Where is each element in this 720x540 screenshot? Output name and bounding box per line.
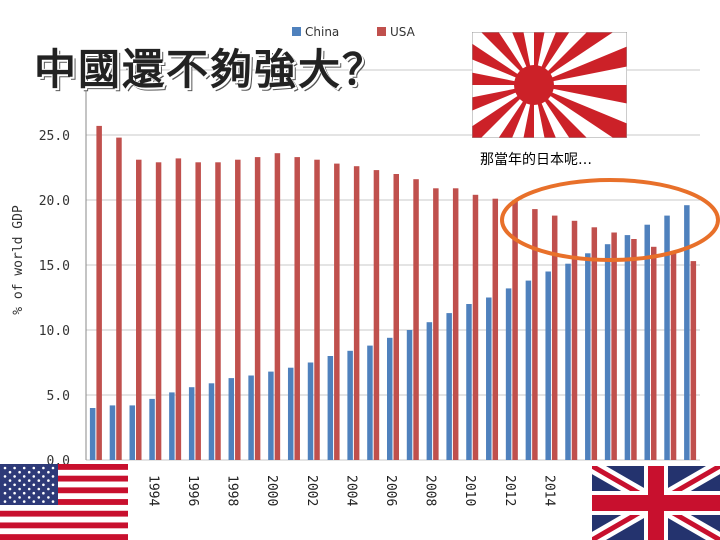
- x-tick-label: 2012: [502, 475, 517, 506]
- uk-flag: [592, 466, 720, 540]
- bar-china-2019: [644, 224, 650, 460]
- bar-china-2010: [466, 304, 472, 460]
- bar-usa-2000: [274, 153, 281, 460]
- y-tick-label: 20.0: [39, 194, 70, 209]
- usa-flag: [0, 464, 128, 540]
- y-tick-label: 25.0: [39, 129, 70, 144]
- bar-china-2007: [406, 330, 413, 460]
- bar-china-1999: [248, 375, 254, 460]
- bar-china-2005: [367, 345, 373, 460]
- bar-usa-2001: [294, 157, 300, 460]
- bar-china-2008: [426, 322, 433, 460]
- x-tick-label: 2000: [264, 475, 279, 506]
- highlight-ellipse: [500, 178, 720, 262]
- bar-china-1991: [89, 408, 96, 460]
- bar-usa-1992: [116, 137, 122, 460]
- bar-usa-2013: [532, 209, 538, 460]
- bar-usa-2021: [690, 261, 697, 460]
- bar-usa-1994: [155, 162, 162, 461]
- bar-china-2014: [545, 271, 551, 460]
- x-tick-label: 1998: [225, 475, 240, 506]
- bar-usa-2010: [472, 194, 479, 461]
- bar-china-1997: [208, 383, 215, 460]
- x-tick-label: 1996: [185, 475, 200, 506]
- japan-caption: 那當年的日本呢…: [480, 152, 592, 168]
- y-tick-label: 5.0: [47, 389, 70, 404]
- bar-china-2021: [684, 205, 690, 460]
- bar-china-1992: [109, 405, 116, 460]
- bar-usa-1991: [96, 125, 102, 461]
- y-tick-label: 15.0: [39, 259, 70, 274]
- bar-usa-2019: [650, 246, 657, 460]
- x-tick-label: 1994: [145, 475, 160, 506]
- x-tick-label: 2008: [423, 475, 438, 506]
- legend-label-usa: USA: [390, 25, 416, 39]
- bar-usa-1996: [195, 162, 201, 461]
- bar-china-2002: [307, 362, 314, 460]
- x-tick-label: 2014: [541, 475, 556, 506]
- bar-usa-1993: [136, 159, 142, 460]
- bar-china-1998: [228, 378, 235, 460]
- bar-china-2020: [664, 215, 670, 460]
- legend-swatch-china: [292, 27, 301, 36]
- y-tick-label: 10.0: [39, 324, 70, 339]
- bar-usa-1997: [215, 162, 221, 461]
- bar-usa-2014: [551, 215, 558, 460]
- legend-swatch-usa: [377, 27, 386, 36]
- bar-china-2011: [486, 297, 492, 460]
- bar-china-1996: [188, 387, 195, 460]
- x-tick-label: 2010: [462, 475, 477, 506]
- x-tick-label: 2002: [304, 475, 319, 506]
- bar-china-2015: [565, 263, 571, 460]
- bar-usa-2007: [413, 179, 419, 460]
- bar-china-2000: [268, 371, 274, 460]
- bar-china-2012: [505, 288, 512, 460]
- bar-usa-2016: [591, 227, 598, 460]
- bar-usa-2004: [353, 166, 360, 460]
- bar-usa-2018: [631, 239, 637, 460]
- bar-usa-2005: [373, 170, 380, 460]
- bar-usa-2003: [334, 163, 340, 460]
- bar-china-1993: [129, 405, 136, 460]
- bar-china-1995: [169, 392, 175, 460]
- bar-china-2016: [585, 253, 591, 460]
- rising-sun-flag: [472, 32, 627, 138]
- bar-china-2009: [446, 313, 452, 460]
- bar-usa-2012: [512, 201, 518, 461]
- bar-china-1994: [149, 398, 155, 460]
- bar-usa-2002: [314, 159, 320, 460]
- bar-usa-2020: [670, 253, 677, 460]
- bar-china-2018: [624, 235, 631, 460]
- y-axis-label: % of world GDP: [11, 205, 26, 315]
- x-tick-label: 2004: [343, 475, 358, 506]
- bar-china-2013: [525, 280, 532, 460]
- bar-china-2004: [347, 350, 353, 460]
- bar-usa-1999: [254, 157, 261, 460]
- bar-china-2001: [287, 367, 294, 460]
- bar-usa-2015: [571, 220, 578, 460]
- bar-usa-2008: [433, 188, 439, 461]
- bar-usa-1995: [175, 158, 182, 460]
- bar-usa-2006: [393, 174, 399, 460]
- bar-china-2017: [604, 244, 611, 460]
- slide-title: 中國還不夠強大？: [34, 45, 387, 94]
- bar-usa-2017: [611, 232, 617, 460]
- x-tick-label: 2006: [383, 475, 398, 506]
- bar-usa-1998: [235, 159, 241, 460]
- bar-usa-2009: [452, 188, 459, 461]
- bar-china-2003: [327, 356, 334, 460]
- bar-china-2006: [387, 337, 393, 460]
- bar-usa-2011: [492, 198, 499, 460]
- legend-label-china: China: [305, 25, 339, 39]
